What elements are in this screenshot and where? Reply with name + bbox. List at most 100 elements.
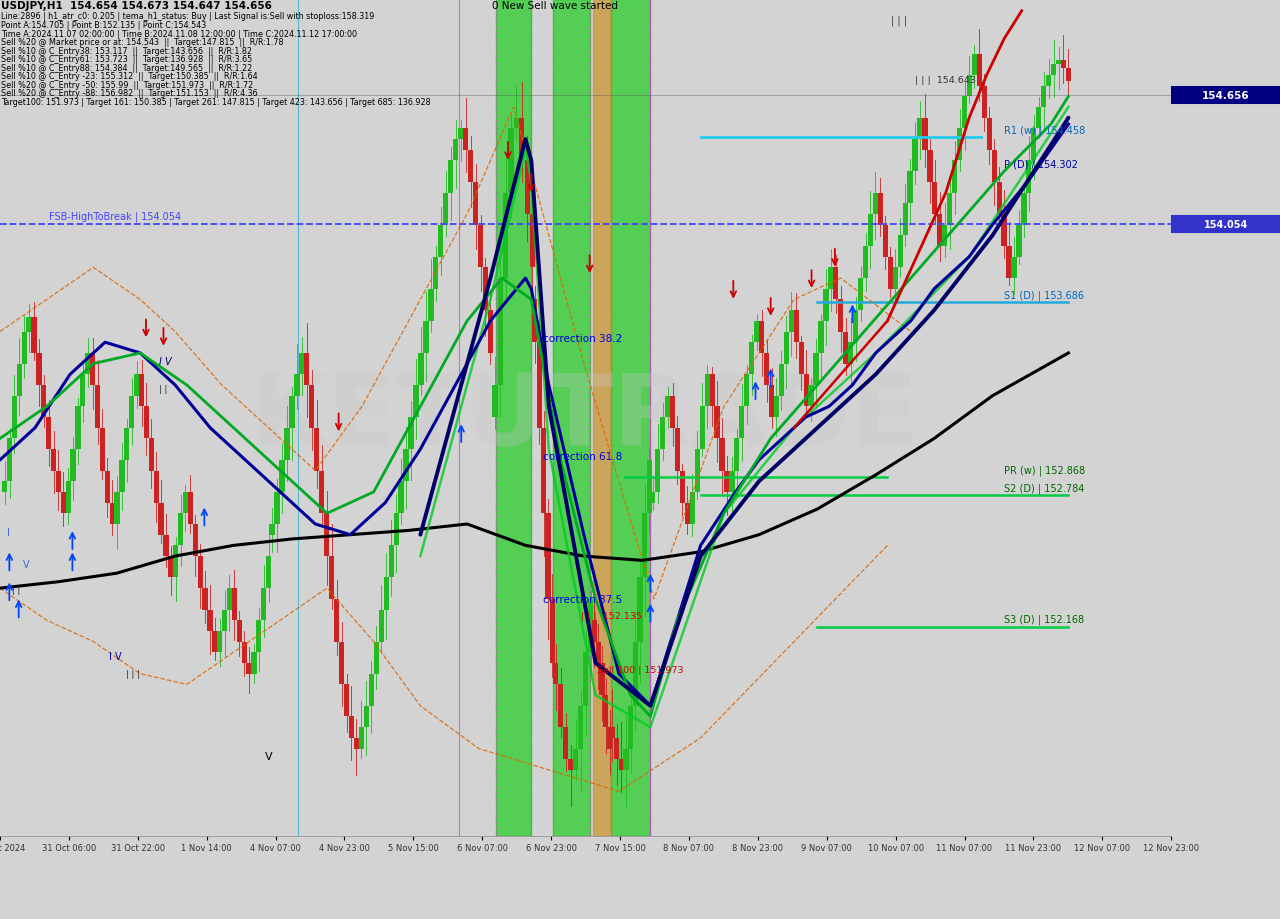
Bar xyxy=(22,332,27,364)
Bar xyxy=(873,193,878,215)
Bar xyxy=(232,588,237,620)
Bar xyxy=(655,449,660,493)
Bar xyxy=(379,610,384,641)
Bar xyxy=(413,386,419,417)
Text: PR (w) | 152.868: PR (w) | 152.868 xyxy=(1005,465,1085,475)
Bar xyxy=(488,311,493,354)
Bar xyxy=(545,514,550,599)
Bar xyxy=(246,664,252,674)
Bar xyxy=(828,268,833,289)
Bar xyxy=(56,471,61,493)
Bar xyxy=(818,322,823,354)
Text: Sell %20 @ C_Entry -88: 156.982  ||  Target:151.153  ||  R/R:4.36: Sell %20 @ C_Entry -88: 156.982 || Targe… xyxy=(1,89,257,98)
Bar xyxy=(256,620,261,652)
Bar xyxy=(680,471,685,503)
Bar xyxy=(783,332,788,364)
Bar xyxy=(823,289,828,322)
Bar xyxy=(759,322,764,354)
Bar xyxy=(314,428,320,471)
Bar xyxy=(448,161,453,193)
Bar xyxy=(503,193,508,278)
Bar xyxy=(221,610,228,631)
Text: | | |: | | | xyxy=(127,669,140,678)
Bar xyxy=(1032,130,1037,161)
Text: I V: I V xyxy=(159,357,172,366)
Text: | |: | | xyxy=(159,385,168,394)
Bar xyxy=(778,364,785,396)
Bar xyxy=(887,257,893,289)
Bar xyxy=(140,375,145,407)
Bar xyxy=(695,449,700,493)
Bar xyxy=(744,375,749,407)
Bar xyxy=(553,0,590,836)
Bar xyxy=(472,183,479,225)
Text: P (D) / 154.302: P (D) / 154.302 xyxy=(1005,159,1078,169)
Bar xyxy=(623,749,628,770)
Bar xyxy=(159,503,164,535)
Text: 0 New Sell wave started: 0 New Sell wave started xyxy=(492,2,618,11)
Bar xyxy=(237,620,242,641)
Bar xyxy=(530,215,535,268)
Bar xyxy=(349,717,355,738)
Bar xyxy=(202,588,207,610)
Bar xyxy=(513,119,520,130)
Bar xyxy=(212,631,218,652)
Bar xyxy=(863,246,868,278)
Bar xyxy=(878,193,883,225)
Text: | | |  154.643: | | | 154.643 xyxy=(915,75,977,85)
Bar xyxy=(178,514,183,546)
Bar xyxy=(849,343,854,364)
Bar xyxy=(168,557,174,578)
Bar xyxy=(429,289,434,322)
Bar xyxy=(284,428,289,460)
Text: V: V xyxy=(265,752,273,761)
Bar xyxy=(754,322,759,343)
Bar xyxy=(124,428,129,460)
Bar xyxy=(646,460,652,514)
Bar xyxy=(536,343,541,428)
Bar xyxy=(289,396,294,428)
Bar xyxy=(453,140,458,161)
Bar xyxy=(769,386,774,417)
Text: 154.054: 154.054 xyxy=(1203,220,1248,230)
Bar xyxy=(134,375,140,396)
Bar xyxy=(1006,246,1011,278)
Bar xyxy=(599,664,604,696)
Bar xyxy=(274,493,279,525)
Bar xyxy=(589,599,594,652)
Bar xyxy=(458,130,463,140)
Bar xyxy=(749,343,754,375)
Bar xyxy=(408,417,413,449)
Bar xyxy=(148,439,154,471)
Bar xyxy=(3,482,8,493)
Bar xyxy=(987,119,992,151)
Bar xyxy=(433,257,439,289)
Bar xyxy=(611,0,650,836)
Bar xyxy=(393,514,399,546)
Bar xyxy=(838,301,844,332)
Bar xyxy=(339,641,344,685)
Bar xyxy=(852,311,859,343)
Bar xyxy=(730,471,735,493)
Bar xyxy=(799,343,804,375)
Bar xyxy=(724,471,730,493)
Bar xyxy=(690,493,695,525)
Bar xyxy=(324,514,329,557)
Bar xyxy=(913,140,918,172)
Bar xyxy=(477,225,483,268)
Bar xyxy=(584,652,589,706)
Text: Sell %10 @ C_Entry61: 153.723  ||  Target:136.928  ||  R/R:3.65: Sell %10 @ C_Entry61: 153.723 || Target:… xyxy=(1,55,252,64)
Bar xyxy=(483,268,488,311)
Bar xyxy=(1041,86,1046,108)
Bar xyxy=(438,225,443,257)
Bar xyxy=(520,119,525,161)
Bar xyxy=(1011,257,1016,278)
Bar xyxy=(794,311,799,343)
Bar xyxy=(294,375,300,396)
Bar xyxy=(270,525,275,535)
Bar xyxy=(739,407,745,439)
Text: correction 38.2: correction 38.2 xyxy=(543,334,622,344)
Bar xyxy=(868,215,873,246)
Bar xyxy=(463,130,468,151)
Bar xyxy=(804,375,809,407)
